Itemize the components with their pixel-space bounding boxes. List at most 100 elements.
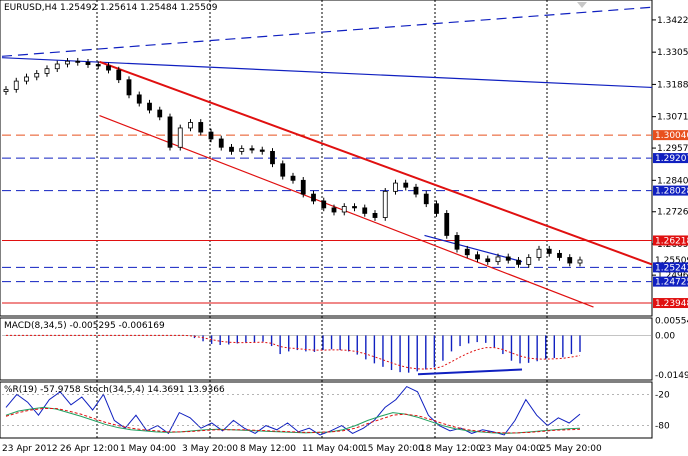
level-tag-label: 1.28028 [655,187,688,197]
time-tick-label: 25 May 20:00 [540,444,602,454]
oscillator-line [5,407,581,434]
time-tick-label: 18 May 12:00 [420,444,482,454]
time-tick-label: 26 Apr 12:00 [60,444,119,454]
candle-body [54,63,60,70]
time-tick-label: 1 May 04:00 [120,444,176,454]
candle-body [65,60,70,65]
candle-body [75,60,81,63]
candle-body [259,149,265,152]
candle-body [24,76,29,82]
candle-body [106,65,111,71]
candle-body [434,203,439,214]
chart-shift-marker[interactable] [577,2,587,8]
candle-body [270,150,275,165]
price-tick-label: 1.33050 [657,48,688,58]
time-tick-label: 23 Apr 2012 [2,444,58,454]
candle-body [331,207,337,213]
price-tick-label: 1.28400 [657,176,688,186]
candle-body [557,252,562,258]
level-tag-label: 1.23948 [655,299,688,309]
candle-body [95,64,101,67]
candle-body [208,131,214,140]
candle-body [229,146,234,152]
level-tag-bg [653,298,688,309]
level-tag-bg [653,130,688,141]
candle-body [167,116,173,148]
candle-body [290,175,296,181]
candle-body [85,61,91,65]
macd-histogram [2,334,652,376]
candle-body [382,190,388,218]
candle-body [352,206,357,209]
candle-body [495,256,501,263]
level-tag-bg [653,185,688,196]
level-tag-bg [653,153,688,164]
candle-body [3,88,9,92]
candle-body [454,235,460,250]
level-tag-label: 1.25242 [655,263,688,273]
time-tick-label: 8 May 12:00 [240,444,296,454]
time-tick-label: 3 May 20:00 [182,444,238,454]
candle-body [136,94,142,104]
candle-body [116,69,122,81]
level-tag-label: 1.26218 [655,236,688,246]
oscillator-line [5,385,581,436]
price-tick-label: 1.27260 [657,208,688,218]
candle-body [516,259,521,265]
price-tick-label: 1.30710 [657,113,688,123]
candle-body [413,186,419,195]
candle-body [362,207,368,214]
oscillator-line [5,406,581,434]
candle-body [300,179,306,195]
candle-body [567,257,573,264]
macd-panel-frame [0,317,653,381]
time-axis: 23 Apr 2012 26 Apr 12:00 1 May 04:00 3 May … [2,444,602,454]
candle-body [280,163,286,177]
oscillator-panel-title: %R(19) -57.9758 Stoch(34,5,4) 14.3691 13… [4,385,225,395]
candle-body [198,122,204,133]
level-tag-bg [653,255,688,266]
oscillator-tick-label: -20 [655,390,670,400]
candle-body [536,248,542,258]
trendline [1,57,653,89]
candle-body [311,193,316,202]
macd-divergence-line [417,368,523,376]
trendline [1,6,653,57]
oscillator-tick-label: -80 [655,422,670,432]
oscillator-axis: -20 -80 [2,390,670,432]
price-panel-title: EURUSD,H4 1.25492 1.25614 1.25484 1.2550… [4,3,218,13]
level-tag-label: 1.25509 [655,256,688,266]
candle-body [423,193,429,205]
time-tick-label: 23 May 04:00 [480,444,542,454]
candle-body [393,182,398,192]
candle-body [218,138,224,148]
macd-axis: 0.005548 0.00 -0.014958 [655,317,688,382]
candle-body [444,212,450,236]
price-candles [3,57,583,268]
candle-body [403,182,409,188]
time-tick-label: 11 May 04:00 [302,444,364,454]
macd-panel-title: MACD(8,34,5) -0.005295 -0.006169 [4,321,165,331]
time-tick-label: 15 May 20:00 [362,444,424,454]
price-tick-label: 1.24960 [657,271,688,281]
price-tick-label: 1.31880 [657,80,688,90]
candle-body [321,200,327,209]
macd-signal-line [6,334,581,370]
candle-body [239,148,245,152]
level-tags: 1.30040 1.29207 1.28028 1.26218 1.255091.252… [653,130,688,309]
level-tag-label: 1.29207 [655,154,688,164]
macd-tick-label: 0.005548 [655,317,688,327]
candle-body [249,148,255,151]
trendline [424,234,523,263]
trendline [99,60,653,266]
candle-body [505,256,511,261]
level-tag-label: 1.30040 [655,131,688,141]
macd-tick-label: -0.014958 [655,371,688,381]
level-tag-label: 1.24725 [655,278,688,288]
price-tick-label: 1.34220 [657,16,688,26]
candle-body [13,80,19,90]
candle-body [34,72,40,78]
level-tag-bg [653,262,688,273]
macd-tick-label: 0.00 [655,331,675,341]
oscillator-panel-frame [0,381,653,439]
